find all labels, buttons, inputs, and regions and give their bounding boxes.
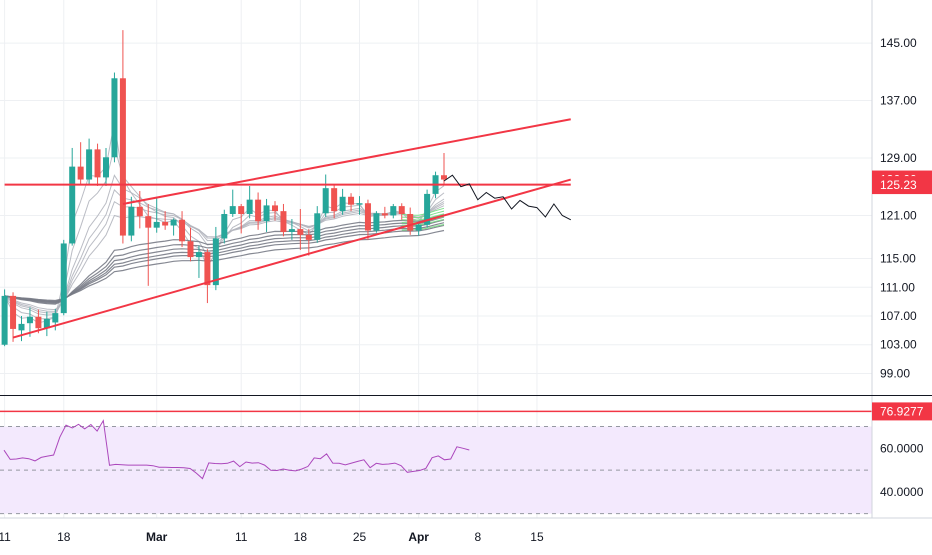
y-tick-label: 121.00: [880, 208, 917, 222]
candle-body: [238, 206, 245, 215]
y-tick-label: 103.00: [880, 338, 917, 352]
rsi-indicator: [0, 410, 872, 480]
candle-body: [229, 206, 236, 215]
candle-body: [162, 221, 169, 226]
candle-body: [331, 188, 338, 212]
candle-body: [415, 224, 422, 231]
y-tick-label: 129.00: [880, 151, 917, 165]
candle-body: [1, 295, 8, 345]
candle-body: [26, 316, 33, 324]
candle-body: [288, 229, 295, 232]
x-tick-label: 8: [474, 530, 481, 544]
candle-body: [128, 206, 135, 236]
candle-body: [322, 188, 329, 214]
rsi-tick-label: 40.0000: [880, 485, 924, 499]
projection-path: [443, 174, 572, 221]
candle-body: [221, 214, 228, 239]
slow-ma-line: [4, 224, 445, 302]
candle-body: [339, 196, 346, 212]
x-tick-label: 11: [235, 530, 248, 544]
candle-body: [280, 211, 287, 232]
candle-body: [52, 313, 59, 323]
candle-body: [195, 252, 202, 258]
candle-body: [314, 213, 321, 240]
trendline-upper-channel: [122, 118, 571, 205]
candle-body: [441, 175, 447, 180]
y-tick-label: 107.00: [880, 309, 917, 323]
candle-body: [179, 219, 186, 242]
trendlines[interactable]: [4, 118, 572, 339]
candle-body: [43, 318, 50, 329]
candle-body: [364, 203, 371, 231]
candle-body: [390, 206, 397, 216]
price-label-text: 125.23: [880, 178, 917, 192]
candle-body: [60, 243, 67, 314]
x-tick-label: Apr: [408, 530, 429, 544]
y-tick-label: 137.00: [880, 94, 917, 108]
y-tick-label: 145.00: [880, 36, 917, 50]
candle-body: [86, 149, 93, 180]
candle-body: [373, 213, 380, 231]
rsi-tick-label: 60.0000: [880, 441, 924, 455]
candle-body: [119, 78, 126, 236]
candle-body: [136, 206, 143, 217]
rsi-label-text: 76.9277: [880, 404, 924, 418]
candle-body: [77, 166, 84, 180]
candle-body: [187, 241, 194, 258]
candle-body: [305, 234, 312, 240]
rsi-label-box: [872, 402, 932, 421]
candle-body: [407, 214, 414, 231]
slow-ma-line: [4, 229, 445, 302]
x-tick-label: 25: [353, 530, 367, 544]
rsi-band: [0, 426, 872, 515]
y-tick-label: 99.00: [880, 366, 910, 380]
x-tick-label: Mar: [146, 530, 168, 544]
candle-body: [348, 196, 355, 205]
candle-body: [246, 199, 253, 215]
candle-body: [255, 199, 262, 222]
candle-body: [381, 213, 388, 216]
candle-body: [103, 157, 109, 178]
candle-body: [398, 206, 405, 215]
rsi-line: [3, 419, 470, 480]
candle-body: [145, 216, 152, 228]
candle-body: [69, 166, 76, 244]
candle-body: [18, 323, 25, 331]
candle-body: [10, 295, 17, 329]
candle-body: [94, 149, 101, 178]
x-tick-label: 11: [0, 530, 11, 544]
candle-body: [297, 229, 304, 235]
candle-body: [204, 252, 211, 286]
x-tick-label: 18: [294, 530, 308, 544]
trendline-lower-channel: [12, 178, 572, 339]
candle-body: [424, 193, 431, 225]
candle-body: [35, 316, 42, 329]
price-label-box: [872, 176, 932, 195]
y-tick-label: 111.00: [880, 280, 915, 294]
x-tick-label: 18: [57, 530, 71, 544]
candle-body: [212, 238, 219, 286]
candle-body: [356, 203, 363, 205]
candles: [1, 30, 447, 347]
candle-body: [170, 219, 177, 226]
candle-body: [153, 221, 160, 228]
y-tick-label: 115.00: [880, 252, 916, 266]
x-tick-label: 15: [530, 530, 544, 544]
candle-body: [272, 205, 278, 212]
candle-body: [263, 205, 270, 222]
candle-body: [111, 78, 118, 158]
